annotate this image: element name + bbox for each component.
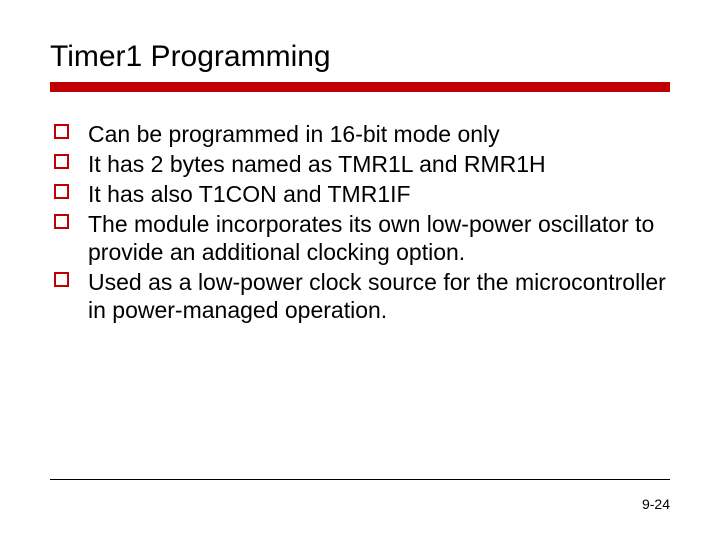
list-item: It has also T1CON and TMR1IF [54,180,670,208]
square-bullet-icon [54,154,69,169]
list-item: Used as a low-power clock source for the… [54,268,670,324]
bullet-text: The module incorporates its own low-powe… [88,211,654,265]
square-bullet-icon [54,214,69,229]
list-item: It has 2 bytes named as TMR1L and RMR1H [54,150,670,178]
footer-divider [50,479,670,480]
bullet-text: Can be programmed in 16-bit mode only [88,121,500,147]
list-item: Can be programmed in 16-bit mode only [54,120,670,148]
square-bullet-icon [54,124,69,139]
bullet-text: Used as a low-power clock source for the… [88,269,666,323]
bullet-text: It has also T1CON and TMR1IF [88,181,411,207]
title-accent-bar [50,82,670,92]
square-bullet-icon [54,272,69,287]
page-number: 9-24 [642,496,670,512]
bullet-list: Can be programmed in 16-bit mode only It… [50,120,670,324]
slide-container: Timer1 Programming Can be programmed in … [0,0,720,540]
slide-title: Timer1 Programming [50,40,670,74]
square-bullet-icon [54,184,69,199]
list-item: The module incorporates its own low-powe… [54,210,670,266]
bullet-text: It has 2 bytes named as TMR1L and RMR1H [88,151,546,177]
